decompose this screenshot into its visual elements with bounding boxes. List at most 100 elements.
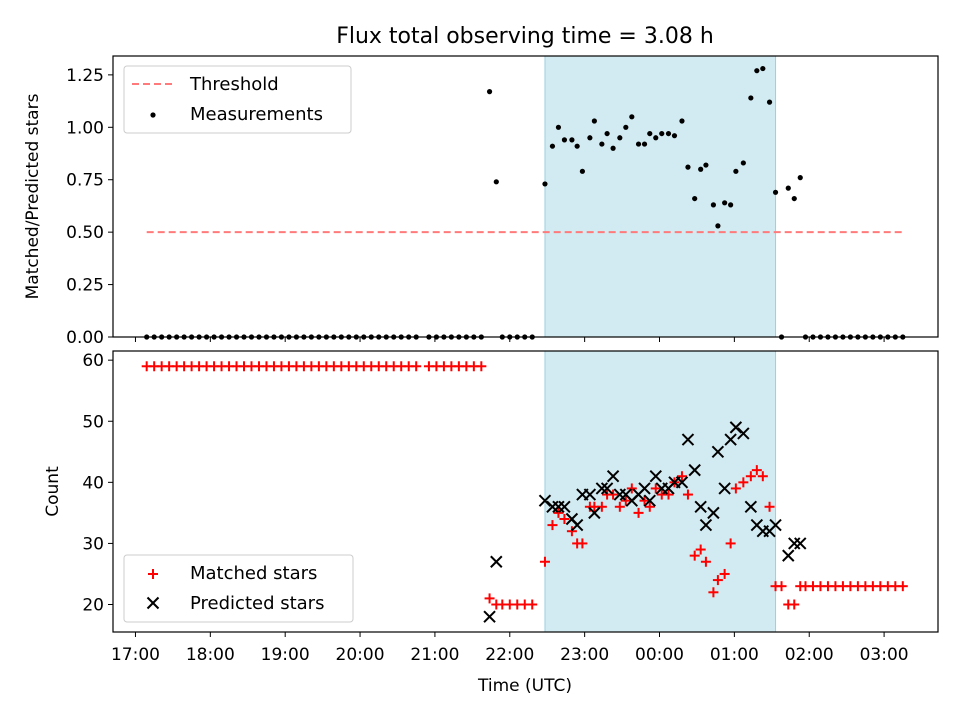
measurement-point [647,130,653,137]
time-tick-label: 03:00 [860,645,909,665]
measurement-point [629,114,635,120]
matched-star-points [141,361,908,610]
measurement-points [144,65,906,340]
measurement-point [569,137,575,143]
predicted-star-point-stroke [570,518,584,532]
predicted-star-points [483,421,807,623]
predicted-star-point-stroke [483,610,496,623]
predicted-star-point [724,433,737,446]
ratio-y-tick-label: 1.00 [66,118,104,138]
matched-star-point [626,483,637,494]
time-tick-label: 19:00 [261,645,310,665]
predicted-star-point-stroke [699,518,713,532]
matched-star-point [577,538,588,549]
measurement-point [486,89,493,95]
predicted-star-point-stroke [744,500,758,513]
predicted-star-point [570,518,584,532]
time-tick-label: 23:00 [560,645,609,665]
matched-star-point [676,471,687,482]
predicted-star-point [490,555,503,568]
legend-measurements-label: Measurements [190,104,323,125]
matched-star-point [695,544,706,555]
time-tick-label: 00:00 [635,645,684,665]
matched-star-point [566,526,577,537]
legend-measurements-swatch [150,112,156,118]
predicted-star-point-stroke [558,500,571,513]
legend-predicted-swatch [146,596,160,610]
measurement-point [710,202,717,208]
time-tick-label: 02:00 [785,645,834,665]
predicted-star-point [794,537,807,550]
matched-star-point [553,507,564,518]
chart-title: Flux total observing time = 3.08 h [336,24,714,49]
predicted-star-point [588,506,601,520]
measurement-point [604,130,610,137]
measurement-point [748,95,754,101]
matched-star-point [639,495,650,506]
predicted-star-point-stroke [649,470,662,483]
matched-star-point [608,489,619,500]
predicted-star-point [718,482,731,495]
measurement-point [760,65,766,72]
measurement-point [555,124,562,130]
predicted-star-point [699,518,713,532]
measurement-point [728,202,734,208]
predicted-star-point-stroke [583,488,597,501]
legend-plus-marker [148,569,158,579]
ratio-y-tick-label: 1.25 [66,66,104,86]
measurement-point [797,175,803,181]
predicted-star-point [782,549,795,562]
count-legend-box [123,554,354,623]
predicted-star-point-stroke [595,482,609,495]
time-tick-label: 21:00 [410,645,459,665]
matched-star-point [730,483,741,494]
predicted-star-point-stroke [688,463,701,477]
count-panel: 20 30 40 50 60 17:00 18:00 19:00 20:00 21:00 22:0… [43,337,939,696]
count-y-tick-label: 20 [82,596,104,616]
measurement-point [587,135,593,141]
observing-window-span-top [544,55,777,338]
ratio-panel: 0.00 0.25 0.50 0.75 1.00 1.25 Matched/Predict… [23,55,939,348]
count-axis-ticks: 20 30 40 50 60 [82,351,113,616]
matched-star-point [700,556,711,567]
predicted-star-point-stroke [718,482,731,495]
predicted-star-point-stroke [638,482,651,495]
measurement-point [665,130,672,137]
measurement-point [591,118,597,124]
predicted-star-point-stroke [782,549,795,562]
time-tick-label: 22:00 [485,645,534,665]
count-y-tick-label: 30 [82,534,104,554]
predicted-star-point [694,500,707,513]
measurement-point [641,141,648,147]
time-tick-label: 01:00 [710,645,759,665]
measurement-point [599,141,605,147]
matched-star-point [547,520,558,531]
measurement-point [561,137,568,143]
predicted-star-point-stroke [606,470,620,483]
measurement-point [493,179,499,185]
matched-star-point [712,575,723,586]
measurement-point [679,118,685,124]
predicted-star-point [606,470,620,483]
predicted-star-point [600,482,614,495]
predicted-star-point-stroke [769,518,782,532]
matched-star-point [411,361,422,372]
predicted-star-point [681,433,695,446]
measurement-point [772,189,779,195]
ratio-y-tick-label: 0.00 [66,328,104,348]
legend-matched-swatch [148,569,158,579]
time-axis-label: Time (UTC) [477,676,572,696]
matched-star-point [663,489,674,500]
predicted-star-point-stroke [643,494,656,507]
time-tick-label: 17:00 [111,645,160,665]
predicted-star-point [737,427,750,440]
ratio-y-axis-label: Matched/Predicted stars [23,93,43,299]
predicted-star-point-stroke [681,433,695,446]
predicted-star-point [788,537,801,550]
ratio-y-tick-label: 0.50 [66,223,104,243]
predicted-star-point [649,470,662,483]
matched-star-point [614,501,625,512]
matched-star-point [527,599,538,610]
matched-star-point [738,477,749,488]
